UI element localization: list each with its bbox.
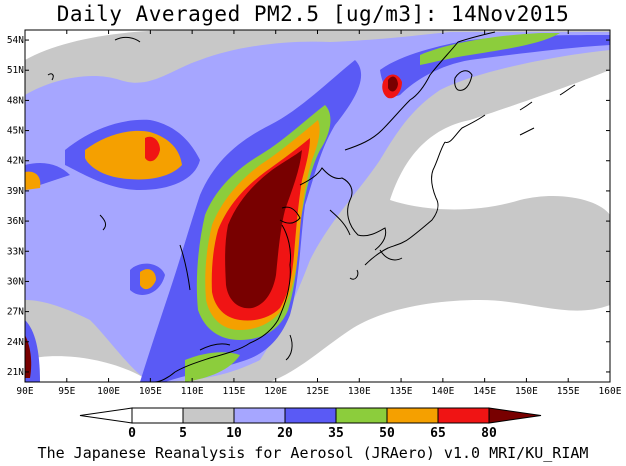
lon-label: 145E (473, 386, 496, 397)
lon-label: 130E (348, 386, 371, 397)
footer-credit: The Japanese Reanalysis for Aerosol (JRA… (37, 444, 589, 462)
lon-label: 120E (264, 386, 287, 397)
colorbar-label: 80 (481, 426, 497, 441)
colorbar-label: 65 (430, 426, 446, 441)
lat-label: 36N (7, 216, 24, 227)
lat-label: 48N (7, 95, 24, 106)
colorbar-segment (182, 407, 235, 424)
colorbar-label: 50 (379, 426, 395, 441)
lon-label: 125E (306, 386, 329, 397)
lat-label: 30N (7, 276, 24, 287)
colorbar-label: 5 (179, 426, 187, 441)
colorbar-label: 35 (328, 426, 344, 441)
axis-ticks: 21N 24N 27N 30N 33N 36N 39N 42N 45N 48N 51N 54N 90E 9… (7, 30, 622, 397)
lon-label: 95E (58, 386, 75, 397)
lon-label: 160E (599, 386, 622, 397)
coastlines (47, 31, 576, 382)
lat-label: 24N (7, 337, 24, 348)
lon-label: 135E (390, 386, 413, 397)
colorbar-label: 20 (277, 426, 293, 441)
lat-label: 45N (7, 126, 24, 137)
colorbar-label: 0 (128, 426, 136, 441)
lat-label: 39N (7, 186, 24, 197)
lon-label: 140E (431, 386, 454, 397)
lon-label: 155E (557, 386, 580, 397)
colorbar-segment (437, 407, 490, 424)
lon-label: 115E (222, 386, 245, 397)
colorbar-segment (233, 407, 286, 424)
lon-label: 105E (139, 386, 162, 397)
colorbar-segment (131, 407, 184, 424)
colorbar-segment (335, 407, 388, 424)
lat-label: 21N (7, 367, 24, 378)
colorbar-segment (284, 407, 337, 424)
lat-label: 51N (7, 65, 24, 76)
lon-label: 110E (181, 386, 204, 397)
colorbar-segment (386, 407, 439, 424)
colorbar: 0 5 10 20 35 50 65 80 (79, 407, 542, 441)
colorbar-label: 10 (226, 426, 242, 441)
lat-label: 33N (7, 246, 24, 257)
lat-label: 54N (7, 35, 24, 46)
colorbar-right-arrow (488, 407, 542, 424)
lon-label: 90E (16, 386, 33, 397)
lat-label: 27N (7, 307, 24, 318)
map-title: Daily Averaged PM2.5 [ug/m3]: 14Nov2015 (56, 2, 570, 26)
colorbar-left-arrow (79, 407, 133, 424)
lat-label: 42N (7, 156, 24, 167)
pm25-contours (25, 30, 610, 382)
contour-dark-red (25, 76, 398, 378)
lon-label: 100E (97, 386, 120, 397)
lon-label: 150E (515, 386, 538, 397)
